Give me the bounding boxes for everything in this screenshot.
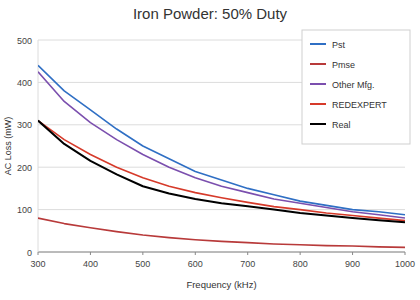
x-tick (300, 252, 301, 255)
legend: Pst Pmse Other Mfg. REDEXPERT Real (302, 30, 410, 144)
y-tick-label: 500 (17, 36, 32, 46)
legend-swatch (310, 103, 326, 105)
y-tick-label: 300 (17, 120, 32, 130)
x-tick (352, 252, 353, 255)
x-tick (38, 252, 39, 255)
x-tick-label: 400 (83, 259, 98, 269)
x-tick (195, 252, 196, 255)
x-tick (90, 252, 91, 255)
x-axis-label: Frequency (kHz) (186, 279, 256, 290)
x-tick (405, 252, 406, 255)
chart: Iron Powder: 50% Duty 0 100 200 300 400 500 300… (0, 0, 420, 300)
series-line (38, 218, 405, 247)
legend-label: Pmse (332, 60, 355, 70)
legend-swatch (310, 123, 326, 125)
x-tick-label: 800 (293, 259, 308, 269)
y-tick-label: 400 (17, 78, 32, 88)
x-tick-label: 900 (345, 259, 360, 269)
x-axis (38, 252, 405, 253)
y-tick-label: 0 (27, 248, 32, 258)
x-tick-label: 1000 (395, 259, 415, 269)
y-axis-label: AC Loss (mW) (3, 117, 13, 176)
legend-swatch (310, 43, 326, 45)
x-tick-label: 300 (30, 259, 45, 269)
title: Iron Powder: 50% Duty (133, 5, 288, 22)
grid-line (38, 252, 405, 253)
grid-line (38, 167, 405, 168)
legend-label: Pst (332, 40, 346, 50)
legend-box (302, 30, 410, 144)
x-tick-label: 600 (188, 259, 203, 269)
legend-label: Other Mfg. (332, 80, 375, 90)
legend-label: Real (332, 120, 351, 130)
y-tick-label: 100 (17, 205, 32, 215)
legend-swatch (310, 83, 326, 85)
legend-swatch (310, 63, 326, 65)
x-tick (142, 252, 143, 255)
x-tick (247, 252, 248, 255)
x-tick-label: 700 (240, 259, 255, 269)
x-tick-label: 500 (135, 259, 150, 269)
y-tick-label: 200 (17, 163, 32, 173)
legend-label: REDEXPERT (332, 100, 387, 110)
